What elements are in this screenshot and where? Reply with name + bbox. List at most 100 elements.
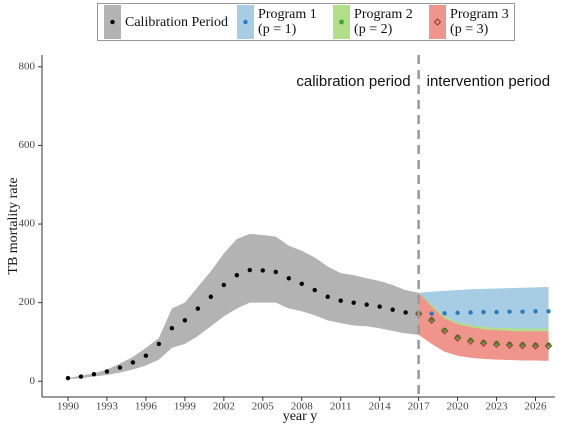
point (182, 318, 188, 323)
legend-key (333, 5, 351, 39)
point (492, 340, 501, 349)
legend-swatch (429, 5, 447, 39)
point (117, 365, 123, 370)
legend-label: Program 1 (p = 1) (258, 7, 317, 37)
legend-marker (243, 19, 248, 25)
band (418, 292, 549, 361)
point (481, 339, 487, 345)
point (544, 342, 553, 350)
point (286, 276, 291, 281)
point (312, 287, 317, 293)
x-tick-label: 2020 (447, 401, 470, 413)
point (520, 341, 526, 347)
legend-key (429, 5, 447, 39)
x-tick-label: 2008 (291, 401, 314, 413)
point (325, 294, 330, 299)
x-tick-label: 2017 (408, 401, 431, 413)
point (494, 309, 499, 315)
point (130, 360, 136, 365)
point (468, 310, 473, 315)
legend-item: Program 3 (p = 3) (429, 5, 520, 39)
x-axis-label: year y (283, 409, 318, 424)
legend-key (104, 5, 121, 39)
annotation: calibration period (296, 73, 410, 90)
point (453, 334, 462, 342)
y-tick-label: 800 (19, 60, 36, 72)
legend-key (237, 5, 255, 39)
point (221, 282, 227, 288)
legend-marker (339, 19, 345, 25)
point (234, 272, 240, 278)
legend: Calibration Period Program 1 (p = 1) Progr… (97, 3, 515, 41)
legend-label: Program 3 (p = 3) (450, 7, 509, 37)
legend-item: Program 2 (p = 2) (333, 5, 424, 39)
point (505, 341, 514, 349)
point (546, 309, 551, 314)
legend-marker (110, 19, 115, 25)
point (169, 326, 175, 331)
legend-label: Program 2 (p = 2) (354, 7, 413, 37)
legend-marker (433, 18, 442, 26)
y-tick-label: 0 (30, 375, 36, 387)
x-tick-label: 1990 (57, 401, 80, 413)
y-axis-label: TB mortality rate (6, 177, 21, 274)
point (518, 341, 527, 350)
point (455, 334, 461, 340)
point (364, 302, 369, 307)
point (442, 327, 448, 333)
point (481, 309, 486, 315)
point (247, 267, 252, 273)
legend-item: Program 1 (p = 1) (237, 5, 328, 39)
x-tick-label: 2014 (369, 401, 392, 413)
point (533, 342, 539, 348)
point (403, 310, 408, 315)
point (546, 342, 552, 348)
point (390, 307, 395, 312)
x-tick-label: 2023 (486, 401, 509, 413)
point (273, 269, 278, 275)
point (351, 300, 356, 305)
x-tick-label: 1999 (174, 401, 197, 413)
point (520, 309, 525, 314)
point (65, 375, 71, 381)
x-tick-label: 2026 (525, 401, 548, 413)
point (91, 372, 97, 377)
point (143, 353, 149, 358)
x-tick-label: 2002 (213, 401, 235, 413)
x-tick-label: 2005 (252, 401, 275, 413)
point (442, 311, 447, 316)
point (195, 306, 201, 311)
x-tick-label: 1996 (135, 401, 158, 413)
x-tick-label: 1993 (96, 401, 119, 413)
point (479, 339, 488, 347)
band (67, 233, 419, 380)
point (531, 342, 540, 350)
point (455, 310, 460, 316)
point (260, 268, 265, 273)
point (208, 294, 214, 299)
point (507, 309, 512, 314)
point (299, 281, 304, 286)
point (507, 341, 513, 347)
legend-label: Calibration Period (125, 14, 229, 30)
y-tick-label: 400 (19, 218, 36, 230)
y-tick-label: 600 (19, 139, 36, 151)
point (377, 304, 382, 309)
point (468, 337, 474, 343)
point (429, 311, 434, 316)
point (104, 369, 110, 374)
legend-item: Calibration Period (104, 5, 232, 39)
point (156, 341, 162, 347)
y-tick-label: 200 (19, 296, 36, 308)
point (440, 327, 449, 335)
point (494, 340, 500, 346)
point (533, 309, 538, 314)
point (338, 298, 343, 303)
point (429, 317, 435, 323)
point (78, 374, 84, 379)
x-tick-label: 2011 (330, 401, 352, 413)
point (466, 337, 475, 345)
point (427, 316, 436, 325)
